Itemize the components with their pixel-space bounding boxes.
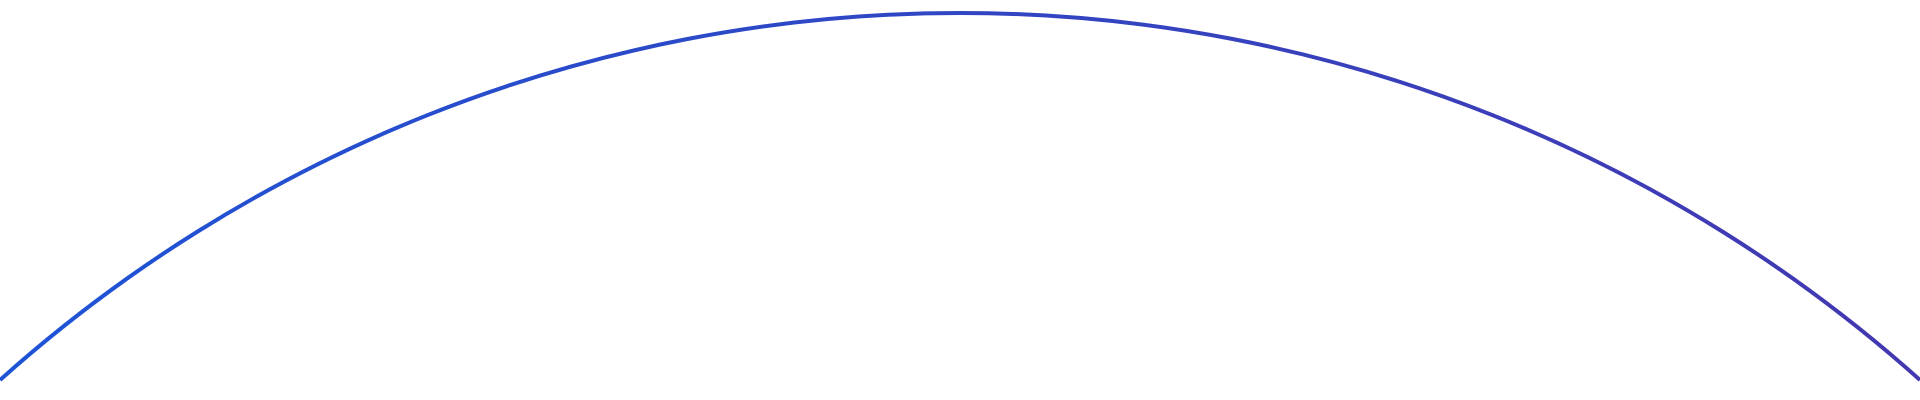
decorative-arc (0, 11, 1920, 382)
